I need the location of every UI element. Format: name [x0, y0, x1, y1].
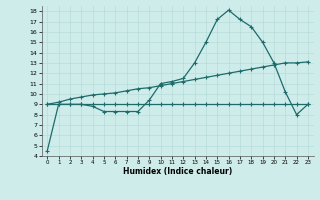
- X-axis label: Humidex (Indice chaleur): Humidex (Indice chaleur): [123, 167, 232, 176]
